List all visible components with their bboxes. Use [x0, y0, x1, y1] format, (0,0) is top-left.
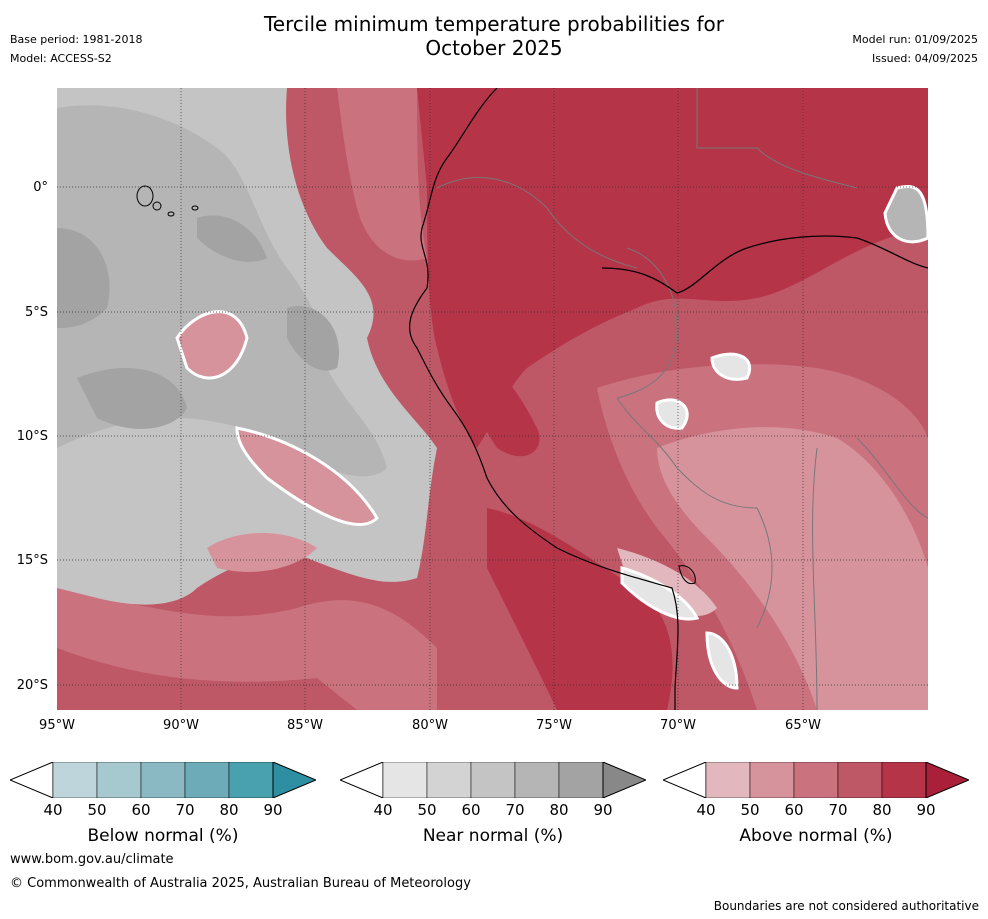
- tick-below-50: 50: [87, 801, 107, 819]
- region-interior-near-normal-b: [710, 352, 751, 381]
- lon-label-90w: 90°W: [163, 718, 199, 733]
- tick-near-50: 50: [417, 801, 437, 819]
- footer-url-link[interactable]: www.bom.gov.au/climate: [10, 852, 174, 867]
- colorbar-above-ticks: 40 50 60 70 80 90: [663, 801, 969, 821]
- region-altiplano-hot: [487, 508, 673, 710]
- meta-left: Base period: 1981-2018 Model: ACCESS-S2: [10, 30, 142, 68]
- galapagos-islands: [136, 185, 199, 217]
- colorbar-near-title: Near normal (%): [422, 826, 564, 846]
- issued-date: Issued: 04/09/2025: [871, 52, 978, 65]
- tick-near-60: 60: [461, 801, 481, 819]
- region-north-hot: [417, 88, 928, 448]
- lat-label-15s: 15°S: [16, 553, 48, 568]
- lat-label-0: 0°: [33, 180, 48, 195]
- footer-disclaimer: Boundaries are not considered authoritat…: [713, 899, 979, 913]
- map-svg: [57, 88, 928, 710]
- colorbar-above-title: Above normal (%): [739, 826, 893, 846]
- title-line-2: October 2025: [425, 36, 563, 60]
- region-north-coastal: [337, 88, 427, 261]
- region-interior-near-normal-d: [705, 631, 739, 690]
- probability-map[interactable]: [57, 88, 928, 710]
- region-ocean-warm-patch: [175, 310, 249, 380]
- graticule: [57, 88, 928, 710]
- colorbar-above-normal: [661, 761, 971, 799]
- lon-label-65w: 65°W: [785, 718, 821, 733]
- region-interior-40: [617, 548, 717, 617]
- tick-below-70: 70: [175, 801, 195, 819]
- tick-near-40: 40: [373, 801, 393, 819]
- region-near-normal-80c: [197, 215, 267, 262]
- base-period: Base period: 1981-2018: [10, 33, 143, 46]
- tick-above-60: 60: [784, 801, 804, 819]
- model-name: Model: ACCESS-S2: [10, 52, 112, 65]
- tick-near-70: 70: [505, 801, 525, 819]
- tick-above-90: 90: [916, 801, 936, 819]
- lon-label-85w: 85°W: [287, 718, 323, 733]
- region-near-normal-80b: [77, 368, 187, 429]
- amazon-river: [601, 235, 928, 294]
- tick-above-70: 70: [828, 801, 848, 819]
- footer-copyright: © Commonwealth of Australia 2025, Austra…: [10, 876, 471, 891]
- lon-label-95w: 95°W: [39, 718, 75, 733]
- region-ocean-warm-south: [207, 533, 317, 572]
- chart-title: Tercile minimum temperature probabilitie…: [0, 12, 988, 60]
- region-interior-near-normal-c: [620, 566, 700, 621]
- region-interior-50: [657, 427, 928, 710]
- tick-below-60: 60: [131, 801, 151, 819]
- tick-above-40: 40: [696, 801, 716, 819]
- region-interior-near-normal-a: [655, 398, 689, 430]
- tick-below-90: 90: [263, 801, 283, 819]
- region-peru-hot: [447, 328, 540, 457]
- coastline: [408, 88, 679, 710]
- lake-titicaca: [678, 565, 696, 585]
- tick-below-80: 80: [219, 801, 239, 819]
- tick-above-80: 80: [872, 801, 892, 819]
- colorbar-below-normal: [8, 761, 318, 799]
- colorbar-below-ticks: 40 50 60 70 80 90: [10, 801, 316, 821]
- model-run: Model run: 01/09/2025: [852, 33, 978, 46]
- region-near-normal-80d: [287, 306, 339, 371]
- lat-label-20s: 20°S: [16, 678, 48, 693]
- tick-below-40: 40: [43, 801, 63, 819]
- lon-label-80w: 80°W: [412, 718, 448, 733]
- tick-above-50: 50: [740, 801, 760, 819]
- lon-label-70w: 70°W: [660, 718, 696, 733]
- colorbar-below-title: Below normal (%): [87, 826, 239, 846]
- colorbar-near-normal: [338, 761, 648, 799]
- lon-label-75w: 75°W: [536, 718, 572, 733]
- title-line-1: Tercile minimum temperature probabilitie…: [263, 12, 725, 36]
- lat-label-10s: 10°S: [16, 429, 48, 444]
- colorbar-near-ticks: 40 50 60 70 80 90: [340, 801, 646, 821]
- lat-label-5s: 5°S: [24, 305, 48, 320]
- country-borders: [436, 88, 928, 710]
- meta-right: Model run: 01/09/2025 Issued: 04/09/2025: [852, 30, 978, 68]
- region-near-normal-80a: [57, 228, 110, 328]
- tick-near-80: 80: [549, 801, 569, 819]
- tick-near-90: 90: [593, 801, 613, 819]
- region-ocean-warm-band: [235, 426, 379, 526]
- region-south-ocean-2: [57, 648, 357, 710]
